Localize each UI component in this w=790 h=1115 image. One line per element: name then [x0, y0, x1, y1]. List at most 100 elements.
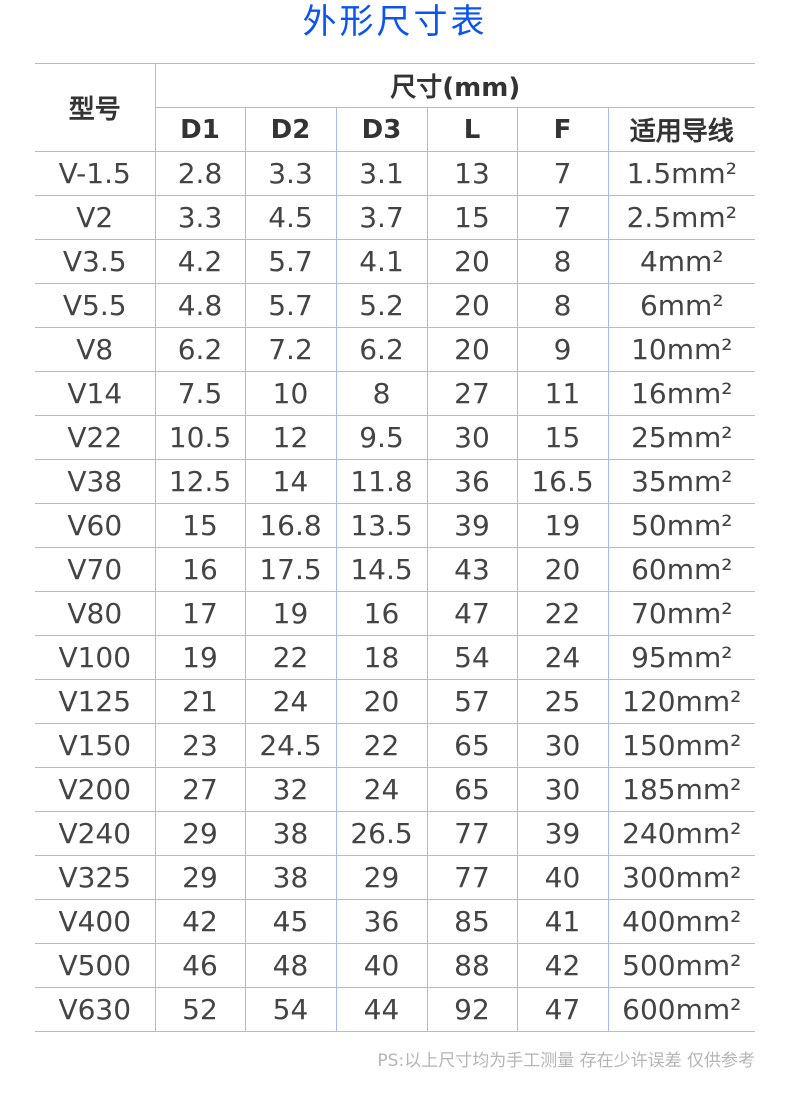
table-cell: 35mm²: [607, 459, 756, 504]
table-row: V3.5 4.2 5.7 4.1 20 8 4mm²: [35, 239, 756, 284]
model-header: 型号: [35, 63, 156, 152]
table-cell: 6.2: [154, 327, 246, 372]
table-cell: V500: [35, 943, 156, 988]
table-cell: 400mm²: [607, 899, 756, 944]
table-cell: 43: [426, 547, 518, 592]
table-cell: 5.7: [244, 239, 337, 284]
table-cell: 15: [426, 195, 518, 240]
table-cell: V125: [35, 679, 156, 724]
table-cell: 7.5: [154, 371, 246, 416]
table-row: V22 10.5 12 9.5 30 15 25mm²: [35, 415, 756, 460]
table-cell: 29: [154, 855, 246, 900]
col-header-d2: D2: [244, 107, 337, 152]
table-cell: 42: [154, 899, 246, 944]
table-cell: 15: [516, 415, 609, 460]
table-cell: 10.5: [154, 415, 246, 460]
table-cell: 30: [426, 415, 518, 460]
table-cell: 36: [335, 899, 428, 944]
table-cell: V14: [35, 371, 156, 416]
table-cell: 77: [426, 811, 518, 856]
table-cell: 14: [244, 459, 337, 504]
table-cell: 22: [335, 723, 428, 768]
table-cell: 39: [516, 811, 609, 856]
table-cell: 21: [154, 679, 246, 724]
table-cell: 4.8: [154, 283, 246, 328]
table-cell: 54: [426, 635, 518, 680]
table-cell: 32: [244, 767, 337, 812]
table-row: V-1.5 2.8 3.3 3.1 13 7 1.5mm²: [35, 151, 756, 196]
table-cell: 14.5: [335, 547, 428, 592]
table-cell: 29: [154, 811, 246, 856]
col-header-f: F: [516, 107, 609, 152]
table-cell: 7.2: [244, 327, 337, 372]
table-cell: V8: [35, 327, 156, 372]
table-cell: 95mm²: [607, 635, 756, 680]
table-cell: 48: [244, 943, 337, 988]
table-cell: 52: [154, 987, 246, 1032]
table-cell: 44: [335, 987, 428, 1032]
table-cell: V-1.5: [35, 151, 156, 196]
table-cell: 70mm²: [607, 591, 756, 636]
table-cell: 8: [335, 371, 428, 416]
table-cell: V3.5: [35, 239, 156, 284]
table-cell: 300mm²: [607, 855, 756, 900]
table-row: V60 15 16.8 13.5 39 19 50mm²: [35, 503, 756, 548]
table-cell: 5.7: [244, 283, 337, 328]
table-cell: 22: [516, 591, 609, 636]
table-cell: 18: [335, 635, 428, 680]
table-cell: 36: [426, 459, 518, 504]
table-cell: 39: [426, 503, 518, 548]
table-cell: 4.1: [335, 239, 428, 284]
table-cell: 3.3: [244, 151, 337, 196]
table-cell: V100: [35, 635, 156, 680]
table-row: V400 42 45 36 85 41 400mm²: [35, 899, 756, 944]
table-cell: V150: [35, 723, 156, 768]
table-cell: 20: [516, 547, 609, 592]
table-cell: 1.5mm²: [607, 151, 756, 196]
table-cell: 22: [244, 635, 337, 680]
size-header: 尺寸(mm): [154, 63, 756, 108]
table-cell: 3.3: [154, 195, 246, 240]
table-row: V14 7.5 10 8 27 11 16mm²: [35, 371, 756, 416]
table-cell: 3.7: [335, 195, 428, 240]
table-cell: 38: [244, 811, 337, 856]
table-cell: 47: [516, 987, 609, 1032]
table-cell: 240mm²: [607, 811, 756, 856]
table-cell: 150mm²: [607, 723, 756, 768]
table-body: V-1.5 2.8 3.3 3.1 13 7 1.5mm² V2 3.3 4.5 3.7 15 7 2.5…: [35, 151, 756, 1032]
table-cell: V70: [35, 547, 156, 592]
table-cell: 6mm²: [607, 283, 756, 328]
table-cell: 50mm²: [607, 503, 756, 548]
table-cell: 24.5: [244, 723, 337, 768]
table-cell: 25: [516, 679, 609, 724]
table-cell: 24: [244, 679, 337, 724]
table-cell: 4.5: [244, 195, 337, 240]
table-cell: 16.5: [516, 459, 609, 504]
footnote: PS:以上尺寸均为手工测量 存在少许误差 仅供参考: [377, 1051, 755, 1071]
table-cell: 7: [516, 195, 609, 240]
table-cell: 24: [335, 767, 428, 812]
table-cell: 42: [516, 943, 609, 988]
table-row: V2 3.3 4.5 3.7 15 7 2.5mm²: [35, 195, 756, 240]
table-cell: 92: [426, 987, 518, 1032]
table-cell: 30: [516, 723, 609, 768]
table-cell: 27: [154, 767, 246, 812]
table-cell: 24: [516, 635, 609, 680]
table-cell: 12.5: [154, 459, 246, 504]
table-cell: 16.8: [244, 503, 337, 548]
table-cell: 2.5mm²: [607, 195, 756, 240]
table-cell: 38: [244, 855, 337, 900]
table-cell: 500mm²: [607, 943, 756, 988]
table-cell: 5.2: [335, 283, 428, 328]
col-header-d1: D1: [155, 107, 246, 152]
table-cell: 10: [244, 371, 337, 416]
table-cell: 17.5: [244, 547, 337, 592]
table-row: V70 16 17.5 14.5 43 20 60mm²: [35, 547, 756, 592]
table-cell: 20: [426, 283, 518, 328]
table-cell: 88: [426, 943, 518, 988]
table-cell: 40: [335, 943, 428, 988]
table-cell: V325: [35, 855, 156, 900]
table-cell: V80: [35, 591, 156, 636]
table-cell: 54: [244, 987, 337, 1032]
table-cell: 16: [154, 547, 246, 592]
